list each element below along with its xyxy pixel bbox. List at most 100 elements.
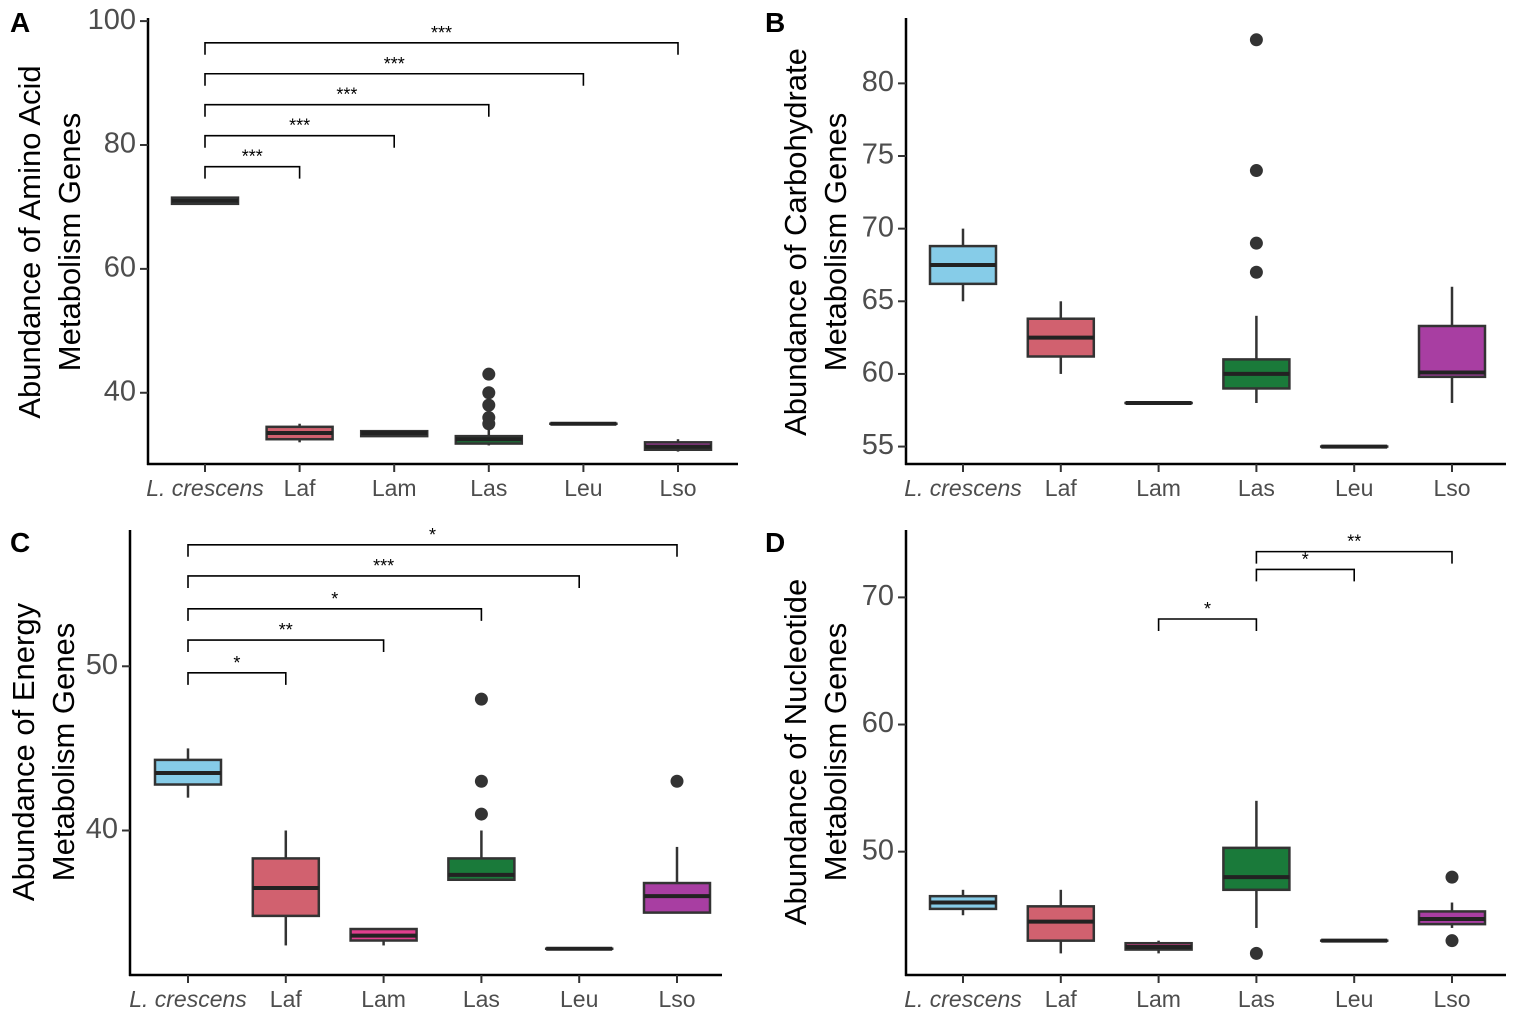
significance-label: *** bbox=[431, 23, 452, 43]
panel-c-significance-4: * bbox=[187, 525, 678, 557]
panel-a-ytick-label: 40 bbox=[104, 375, 136, 407]
significance-label: *** bbox=[384, 54, 405, 74]
panel-d-significance-1: * bbox=[1255, 549, 1355, 582]
panel-c-ytick-label: 40 bbox=[86, 813, 118, 845]
panel-d-ylabel-line1: Abundance of Nucleotide bbox=[778, 579, 813, 925]
panel-d-ytick-label: 70 bbox=[862, 580, 894, 612]
significance-bracket bbox=[204, 103, 490, 117]
panel-b-xtick-label: Lso bbox=[1433, 475, 1470, 501]
panel-a-xtick-label: Leu bbox=[564, 475, 602, 501]
panel-a-box-5 bbox=[643, 439, 713, 452]
panel-c-significance-2: * bbox=[187, 589, 483, 621]
outlier-point bbox=[1445, 934, 1459, 948]
box-iqr bbox=[1222, 846, 1291, 892]
significance-bracket bbox=[204, 165, 301, 179]
panel-d: D Abundance of Nucleotide Metabolism Gen… bbox=[765, 527, 1506, 1012]
panel-b-ylabel-line1: Abundance of Carbohydrate bbox=[778, 48, 813, 436]
significance-bracket bbox=[1255, 550, 1453, 564]
panel-c-ylabel-line2: Metabolism Genes bbox=[46, 623, 81, 881]
panel-b-xtick-label: Leu bbox=[1335, 475, 1373, 501]
significance-label: * bbox=[429, 525, 436, 545]
panel-d-significance-2: ** bbox=[1255, 532, 1453, 564]
panel-a-ylabel-line1: Abundance of Amino Acid bbox=[12, 65, 47, 418]
outlier-point bbox=[1249, 265, 1263, 279]
panel-a-box-2 bbox=[359, 429, 429, 438]
panel-b-box-5 bbox=[1417, 286, 1487, 403]
panel-d-box-0 bbox=[928, 889, 998, 916]
panel-a-significance-2: *** bbox=[204, 85, 490, 117]
panel-a-box-1 bbox=[265, 423, 334, 443]
panel-c-box-1 bbox=[251, 830, 321, 946]
panel-a-ytick-label: 100 bbox=[88, 4, 136, 36]
significance-label: *** bbox=[336, 85, 357, 105]
panel-c-xtick-label: Las bbox=[463, 986, 500, 1012]
panel-d-xtick-label: Lam bbox=[1136, 986, 1181, 1012]
panel-a-box-0 bbox=[170, 196, 240, 206]
panel-c-significance-3: *** bbox=[187, 556, 580, 588]
panel-b-ytick-label: 70 bbox=[862, 211, 894, 243]
panel-d-ylabel-line2: Metabolism Genes bbox=[818, 623, 853, 881]
panel-b-xtick-label: L. crescens bbox=[904, 475, 1022, 501]
panel-a-significance-4: *** bbox=[204, 23, 679, 55]
panel-a-box-3 bbox=[454, 367, 524, 446]
significance-label: *** bbox=[373, 556, 394, 576]
panel-c-ylabel-line1: Abundance of Energy bbox=[6, 602, 41, 901]
panel-a-significance-0: *** bbox=[204, 147, 301, 179]
panel-a-ylabel-line2: Metabolism Genes bbox=[52, 113, 87, 371]
outlier-point bbox=[482, 398, 496, 412]
panel-b-ytick-label: 65 bbox=[862, 284, 894, 316]
outlier-point bbox=[474, 774, 488, 788]
significance-bracket bbox=[204, 72, 585, 86]
panel-b-xtick-label: Lam bbox=[1136, 475, 1181, 501]
outlier-point bbox=[1249, 236, 1263, 250]
panel-a-xtick-label: Laf bbox=[284, 475, 317, 501]
significance-label: * bbox=[331, 589, 338, 609]
panel-a-plot: 40 60 80 100 L. crescens Laf Lam Las Leu Lso *** **… bbox=[88, 4, 738, 501]
significance-bracket bbox=[187, 543, 678, 557]
panel-a-xtick-label: Las bbox=[470, 475, 507, 501]
significance-bracket bbox=[1157, 618, 1258, 631]
outlier-point bbox=[482, 411, 496, 425]
panel-d-box-5 bbox=[1417, 870, 1487, 948]
panel-a-significance-3: *** bbox=[204, 54, 585, 86]
significance-bracket bbox=[187, 608, 483, 621]
panel-c-ytick-label: 50 bbox=[86, 649, 118, 681]
panel-b-ylabel-line2: Metabolism Genes bbox=[818, 113, 853, 371]
significance-label: ** bbox=[1347, 532, 1361, 552]
outlier-point bbox=[482, 386, 496, 400]
panel-b-xtick-label: Laf bbox=[1045, 475, 1078, 501]
panel-c-significance-0: * bbox=[187, 653, 287, 685]
panel-d-box-1 bbox=[1026, 889, 1096, 954]
panel-d-letter: D bbox=[765, 527, 785, 558]
panel-d-box-3 bbox=[1222, 800, 1291, 960]
panel-d-box-2 bbox=[1124, 940, 1193, 954]
outlier-point bbox=[474, 692, 488, 706]
significance-label: * bbox=[233, 653, 240, 673]
panel-c-box-0 bbox=[153, 748, 223, 798]
panel-c-box-5 bbox=[642, 774, 712, 914]
significance-bracket bbox=[204, 134, 395, 148]
panel-c-xtick-label: Leu bbox=[560, 986, 598, 1012]
panel-c-box-3 bbox=[447, 692, 516, 882]
outlier-point bbox=[1249, 946, 1263, 960]
significance-label: *** bbox=[289, 116, 310, 136]
panel-c-xtick-label: Lso bbox=[658, 986, 695, 1012]
outlier-point bbox=[1249, 164, 1263, 178]
panel-b-xtick-label: Las bbox=[1238, 475, 1275, 501]
panel-a-xtick-label: Lso bbox=[659, 475, 696, 501]
panel-b-ytick-label: 55 bbox=[862, 429, 894, 461]
significance-label: * bbox=[1204, 599, 1211, 619]
outlier-point bbox=[1249, 33, 1263, 47]
panel-a: A Abundance of Amino Acid Metabolism Gen… bbox=[10, 4, 738, 501]
significance-label: * bbox=[1302, 549, 1309, 569]
significance-bracket bbox=[1255, 568, 1355, 582]
significance-bracket bbox=[187, 672, 287, 685]
panel-c-xtick-label: Laf bbox=[270, 986, 303, 1012]
panel-d-xtick-label: Laf bbox=[1045, 986, 1078, 1012]
panel-b-box-1 bbox=[1026, 301, 1096, 374]
panel-c-significance-1: ** bbox=[187, 620, 385, 653]
panel-c-xtick-label: Lam bbox=[361, 986, 406, 1012]
panel-b-letter: B bbox=[765, 7, 785, 38]
panel-b-box-3 bbox=[1222, 33, 1291, 403]
